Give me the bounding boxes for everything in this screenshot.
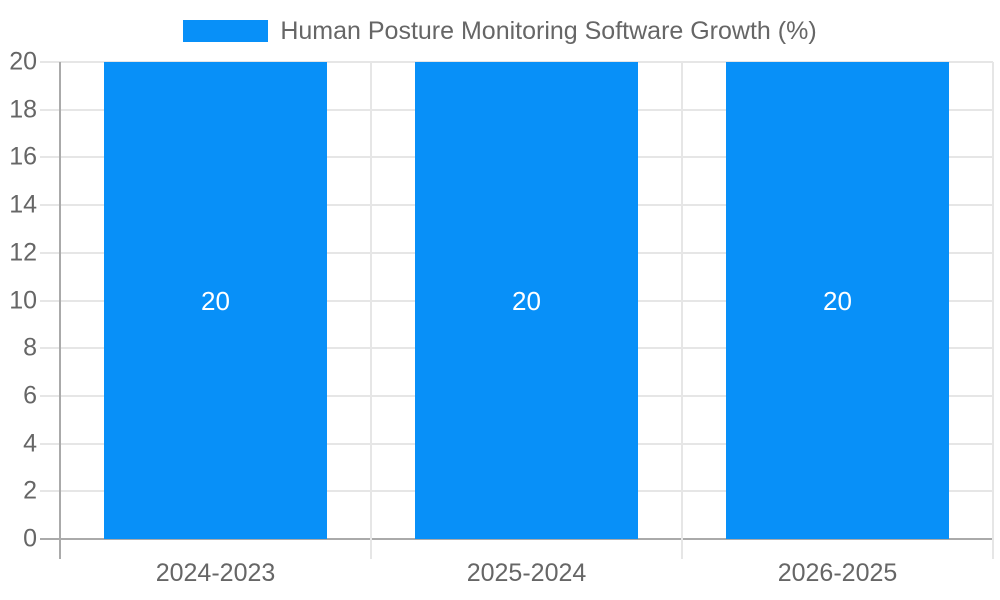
x-axis-labels: 2024-2023 2025-2024 2026-2025: [60, 558, 993, 592]
legend[interactable]: Human Posture Monitoring Software Growth…: [0, 14, 1000, 48]
y-tick-label: 0: [23, 524, 37, 553]
bar[interactable]: [103, 62, 328, 539]
plot-area: 20 20 20: [40, 61, 994, 559]
y-tick-label: 10: [9, 286, 37, 314]
x-tick-label: 2026-2025: [777, 559, 898, 587]
y-tick-label: 12: [9, 238, 37, 267]
y-axis-line: [59, 62, 61, 559]
bar[interactable]: [414, 62, 639, 539]
y-tick-label: 4: [23, 429, 37, 458]
legend-label: Human Posture Monitoring Software Growth…: [280, 17, 817, 45]
x-axis-line: [40, 538, 993, 540]
legend-swatch: [183, 20, 269, 42]
y-axis-labels: 0 2 4 6 8 10 12 14 16 18 20: [0, 49, 37, 551]
v-gridline: [681, 62, 683, 559]
y-tick-label: 20: [9, 47, 37, 76]
y-tick-label: 8: [23, 333, 37, 362]
x-tick-label: 2025-2024: [466, 559, 587, 587]
y-tick-label: 14: [9, 190, 37, 219]
v-gridline: [992, 62, 994, 559]
bar[interactable]: [725, 62, 950, 539]
v-gridline: [370, 62, 372, 559]
y-tick-label: 6: [23, 381, 37, 410]
y-tick-label: 18: [9, 95, 37, 124]
y-tick-label: 2: [23, 476, 37, 505]
x-tick-label: 2024-2023: [155, 559, 276, 587]
y-tick-label: 16: [9, 142, 37, 171]
